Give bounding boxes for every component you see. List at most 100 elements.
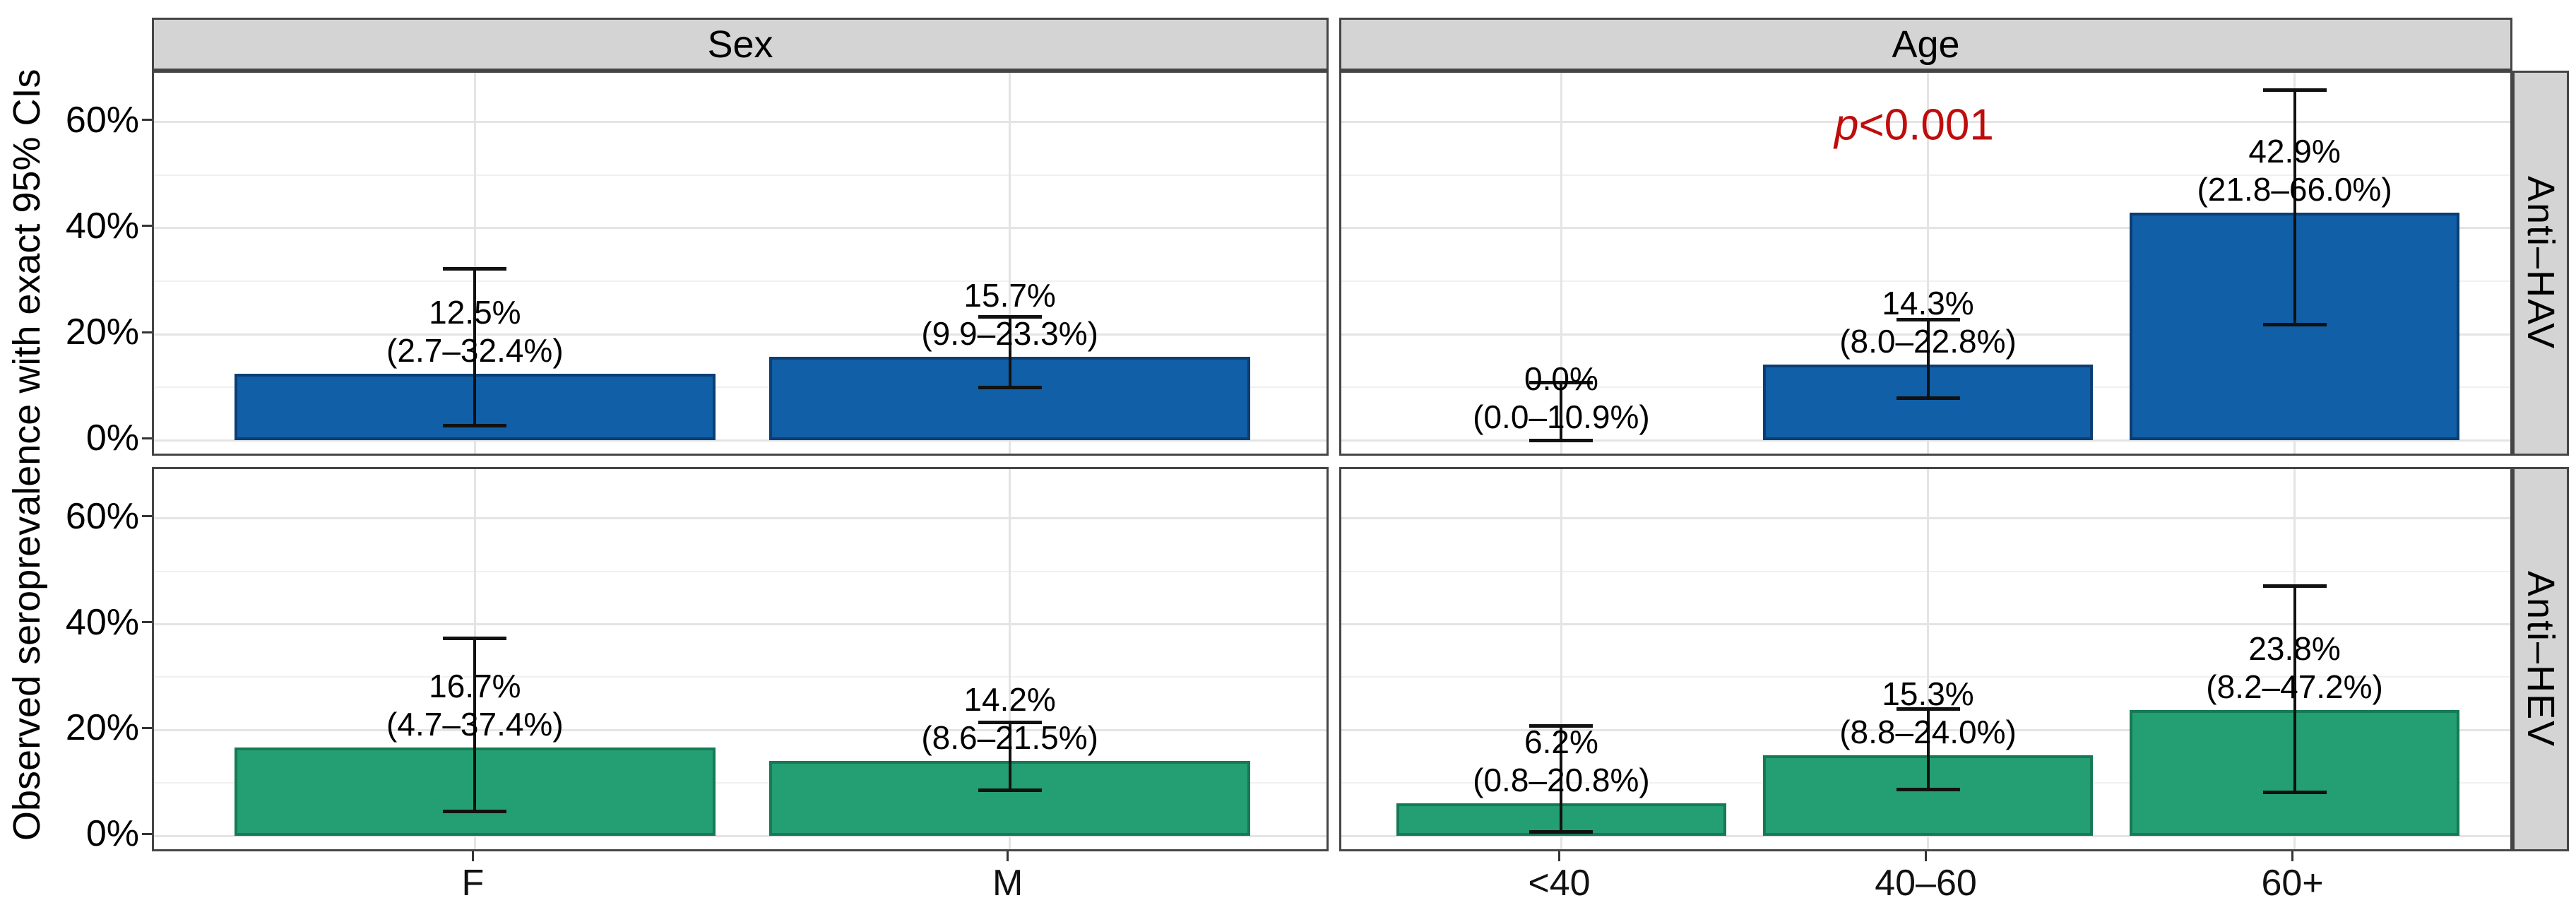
- p-value-italic-p: p: [1834, 100, 1859, 150]
- panel-Anti–HAV-Sex: 12.5% (2.7–32.4%) 15.7% (9.9–23.3%): [152, 71, 1329, 456]
- y-tick-mark: [142, 621, 152, 624]
- error-bar-cap-bottom: [1896, 787, 1960, 791]
- error-bar-cap-top: [1529, 723, 1593, 728]
- major-gridline: [1341, 517, 2510, 520]
- y-tick-label: 60%: [65, 99, 139, 141]
- vertical-gridline: [1560, 73, 1562, 454]
- x-tick-label: 40–60: [1875, 863, 1977, 904]
- bar-value-label: 0.0% (0.0–10.9%): [1473, 360, 1650, 436]
- bar-value-text: 14.3%: [1882, 284, 1974, 321]
- error-bar: [1008, 317, 1011, 388]
- panel-Anti–HAV-Age: 0.0% (0.0–10.9%) 14.3% (8.0–22.8%) 42.9% (21.…: [1339, 71, 2512, 456]
- col-facet-strip-sex: Sex: [152, 18, 1329, 71]
- error-bar-cap-top: [2262, 584, 2327, 589]
- error-bar-cap-bottom: [443, 809, 507, 813]
- panel-Anti–HEV-Age: 6.2% (0.8–20.8%) 15.3% (8.8–24.0%) 23.8% (8.2…: [1339, 467, 2512, 851]
- error-bar-cap-bottom: [978, 788, 1042, 793]
- y-tick-label: 20%: [65, 312, 139, 353]
- minor-gridline: [154, 386, 1326, 389]
- bar-value-label: 16.7% (4.7–37.4%): [386, 667, 564, 743]
- row-facet-strip-anti-hev: Anti–HEV: [2512, 467, 2569, 851]
- bar-value-text: 15.3%: [1882, 675, 1974, 712]
- bar-value-text: 42.9%: [2248, 133, 2341, 170]
- vertical-gridline: [1927, 73, 1929, 454]
- major-gridline: [1341, 623, 2510, 626]
- error-bar: [1560, 382, 1563, 441]
- bar-value-label: 15.3% (8.8–24.0%): [1839, 675, 2017, 751]
- vertical-gridline: [473, 73, 476, 454]
- bar-ci-text: (0.0–10.9%): [1473, 398, 1650, 436]
- error-bar-cap-bottom: [1529, 438, 1593, 442]
- error-bar: [473, 638, 477, 812]
- bar-value-label: 12.5% (2.7–32.4%): [386, 293, 564, 370]
- major-gridline: [154, 517, 1326, 520]
- bar-value-label: 23.8% (8.2–47.2%): [2206, 630, 2383, 706]
- error-bar: [2293, 586, 2296, 793]
- bar-ci-text: (4.7–37.4%): [386, 706, 564, 743]
- x-tick-mark: [1925, 851, 1927, 861]
- major-gridline: [154, 834, 1326, 837]
- error-bar-cap-top: [978, 720, 1042, 724]
- y-tick-mark: [142, 331, 152, 333]
- error-bar-cap-top: [1896, 317, 1960, 321]
- bar-value-text: 0.0%: [1524, 360, 1598, 398]
- x-tick-label: M: [992, 863, 1023, 904]
- x-tick-mark: [1007, 851, 1009, 861]
- y-tick-mark: [142, 437, 152, 439]
- x-tick-label: 60+: [2261, 863, 2324, 904]
- minor-gridline: [154, 280, 1326, 283]
- x-tick-label: <40: [1528, 863, 1591, 904]
- row-facet-strip-anti-hav: Anti–HAV: [2512, 71, 2569, 456]
- panel-Anti–HEV-Sex: 16.7% (4.7–37.4%) 14.2% (8.6–21.5%): [152, 467, 1329, 851]
- bar-value-text: 15.7%: [963, 277, 1056, 314]
- minor-gridline: [154, 782, 1326, 784]
- error-bar-cap-top: [443, 266, 507, 271]
- bar-value-text: 14.2%: [963, 680, 1056, 718]
- bar-ci-text: (9.9–23.3%): [921, 315, 1098, 353]
- major-gridline: [1341, 121, 2510, 124]
- error-bar: [1560, 726, 1563, 832]
- minor-gridline: [154, 174, 1326, 176]
- minor-gridline: [1341, 280, 2510, 283]
- vertical-gridline: [1009, 73, 1011, 454]
- error-bar: [1926, 319, 1930, 398]
- major-gridline: [154, 439, 1326, 442]
- major-gridline: [1341, 333, 2510, 336]
- y-tick-mark: [142, 515, 152, 518]
- bar-value-label: 42.9% (21.8–66.0%): [2197, 132, 2392, 208]
- y-tick-mark: [142, 119, 152, 122]
- p-value-rest: <0.001: [1858, 100, 1994, 150]
- row-facet-strip-label: Anti–HAV: [2519, 176, 2562, 350]
- error-bar: [473, 268, 477, 426]
- col-facet-strip-label: Age: [1892, 23, 1960, 66]
- error-bar: [1008, 722, 1011, 791]
- bar-ci-text: (2.7–32.4%): [386, 332, 564, 370]
- bar-value-label: 14.3% (8.0–22.8%): [1839, 284, 2017, 360]
- error-bar-cap-bottom: [443, 424, 507, 428]
- major-gridline: [1341, 227, 2510, 230]
- p-value-annotation: p<0.001: [1834, 100, 1994, 150]
- y-tick-label: 40%: [65, 601, 139, 643]
- major-gridline: [154, 333, 1326, 336]
- bar-ci-text: (21.8–66.0%): [2197, 171, 2392, 208]
- bar-ci-text: (8.2–47.2%): [2206, 668, 2383, 705]
- major-gridline: [154, 623, 1326, 626]
- error-bar-cap-top: [978, 314, 1042, 319]
- minor-gridline: [1341, 676, 2510, 678]
- major-gridline: [154, 121, 1326, 124]
- major-gridline: [154, 728, 1326, 731]
- error-bar-cap-top: [2262, 88, 2327, 93]
- y-tick-mark: [142, 225, 152, 228]
- bar-ci-text: (8.8–24.0%): [1839, 713, 2017, 750]
- y-tick-label: 20%: [65, 707, 139, 749]
- bar-value-text: 23.8%: [2248, 630, 2341, 667]
- error-bar-cap-top: [443, 636, 507, 640]
- minor-gridline: [154, 570, 1326, 572]
- bar-ci-text: (8.6–21.5%): [921, 719, 1098, 756]
- bar-value-label: 6.2% (0.8–20.8%): [1473, 723, 1650, 799]
- vertical-gridline: [1560, 469, 1562, 849]
- bar-ci-text: (0.8–20.8%): [1473, 761, 1650, 798]
- y-tick-label: 0%: [85, 813, 139, 855]
- col-facet-strip-age: Age: [1339, 18, 2512, 71]
